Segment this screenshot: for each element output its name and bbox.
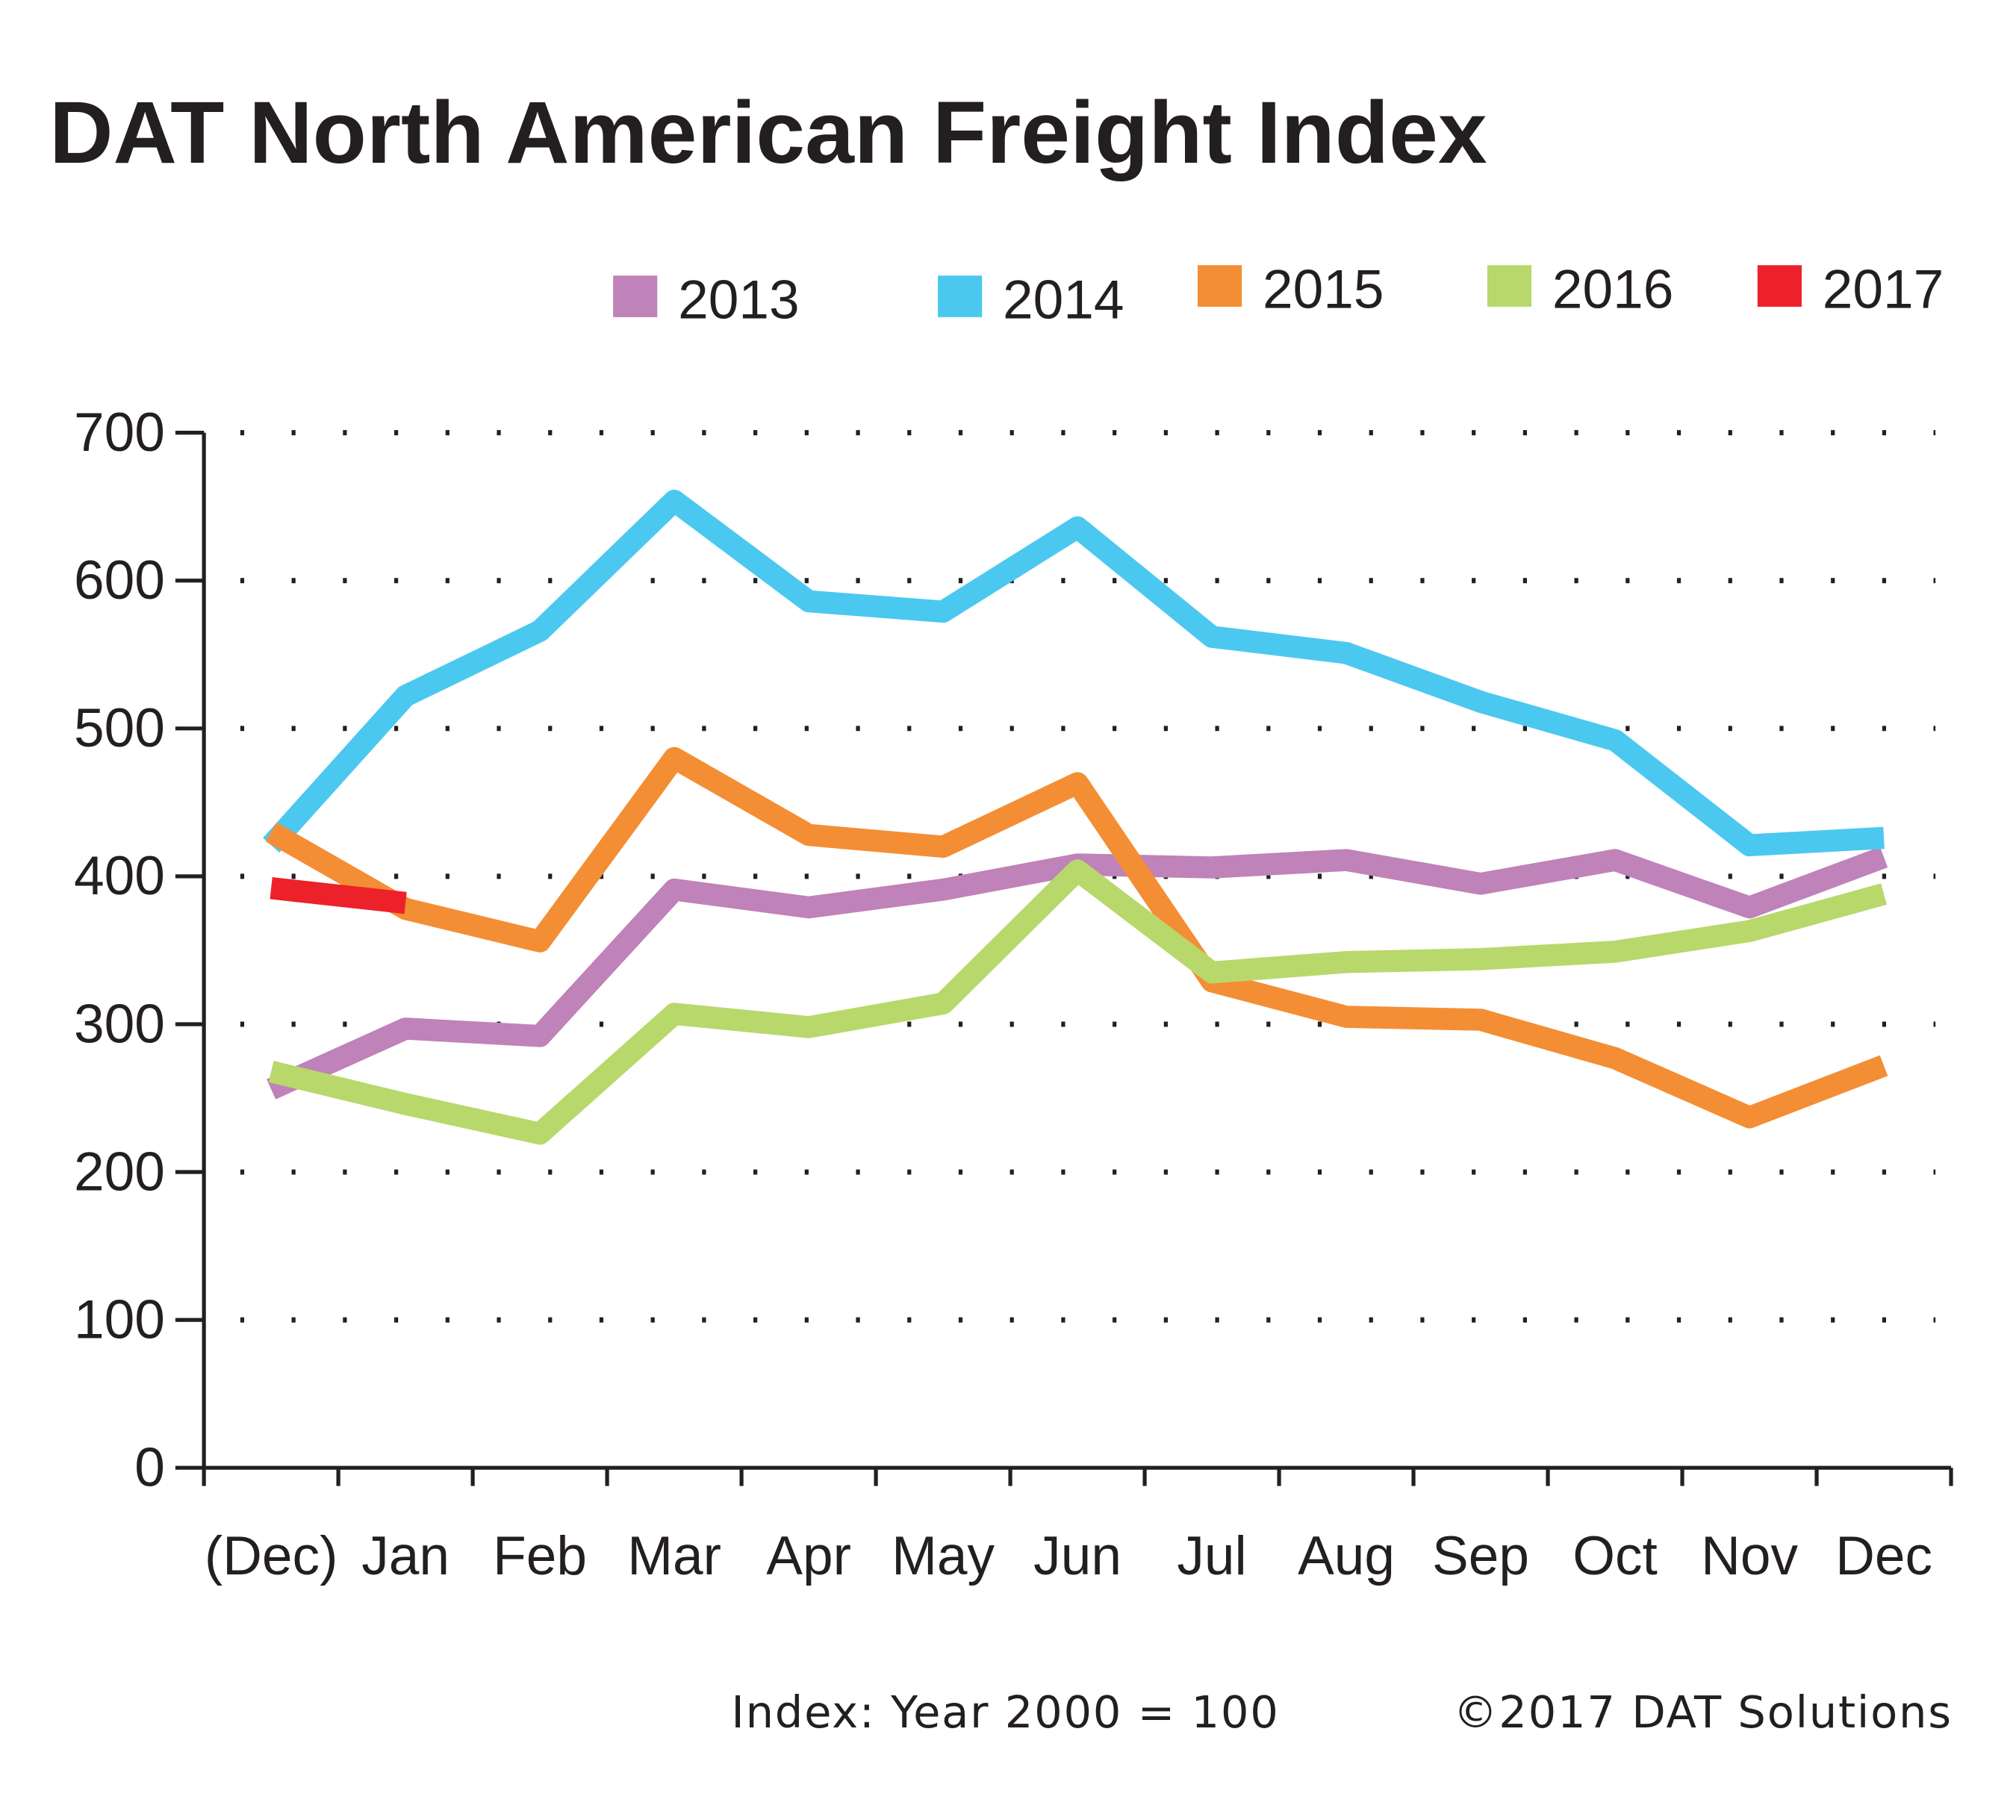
legend-swatch (613, 275, 658, 317)
x-tick-label: Dec (1835, 1526, 1932, 1586)
legend: 2013 2014 2015 2016 2017 (613, 260, 1944, 331)
axes: 0 100 200 300 400 500 600 700 (Dec) Jan Feb Mar Apr M… (74, 402, 1953, 1586)
series-line-2017 (270, 877, 407, 914)
x-tick-label: Nov (1701, 1526, 1798, 1586)
y-tick-label: 400 (74, 846, 165, 906)
y-tick-label: 200 (74, 1141, 165, 1202)
legend-swatch (1197, 265, 1242, 307)
legend-item-2017: 2017 (1757, 260, 1944, 320)
legend-label: 2013 (678, 270, 800, 331)
legend-swatch (938, 275, 983, 317)
series-line-2013 (267, 847, 1888, 1100)
y-tick-label: 0 (134, 1438, 165, 1498)
legend-label: 2014 (1003, 270, 1124, 331)
x-tick-label: Jul (1177, 1526, 1246, 1586)
credit: ©2017 DAT Solutions (1453, 1686, 1952, 1738)
x-tick-label: Jun (1033, 1526, 1121, 1586)
footnote: Index: Year 2000 = 100 (731, 1686, 1279, 1738)
x-tick-label: Oct (1572, 1526, 1658, 1586)
legend-label: 2015 (1263, 260, 1384, 320)
legend-item-2016: 2016 (1487, 260, 1674, 320)
legend-label: 2017 (1823, 260, 1944, 320)
legend-swatch (1757, 265, 1802, 307)
x-tick-label: (Dec) (205, 1526, 338, 1586)
y-tick-label: 500 (74, 698, 165, 758)
series-lines (263, 489, 1888, 1145)
legend-item-2014: 2014 (938, 270, 1124, 331)
x-tick-label: May (892, 1526, 995, 1586)
legend-swatch (1487, 265, 1532, 307)
legend-item-2013: 2013 (613, 270, 800, 331)
y-tick-label: 300 (74, 994, 165, 1054)
chart-title: DAT North American Freight Index (49, 84, 1487, 182)
x-tick-label: Aug (1298, 1526, 1395, 1586)
x-tick-label: Sep (1432, 1526, 1529, 1586)
x-tick-label: Apr (766, 1526, 851, 1586)
series-line-2016 (268, 859, 1887, 1145)
y-tick-label: 700 (74, 402, 165, 463)
x-tick-label: Feb (493, 1526, 587, 1586)
series-line-2014 (263, 489, 1885, 857)
legend-label: 2016 (1552, 260, 1674, 320)
x-tick-label: Mar (627, 1526, 721, 1586)
y-tick-label: 600 (74, 550, 165, 611)
series-line-2015 (265, 747, 1888, 1129)
y-tick-label: 100 (74, 1289, 165, 1350)
legend-item-2015: 2015 (1197, 260, 1384, 320)
x-tick-label: Jan (361, 1526, 449, 1586)
